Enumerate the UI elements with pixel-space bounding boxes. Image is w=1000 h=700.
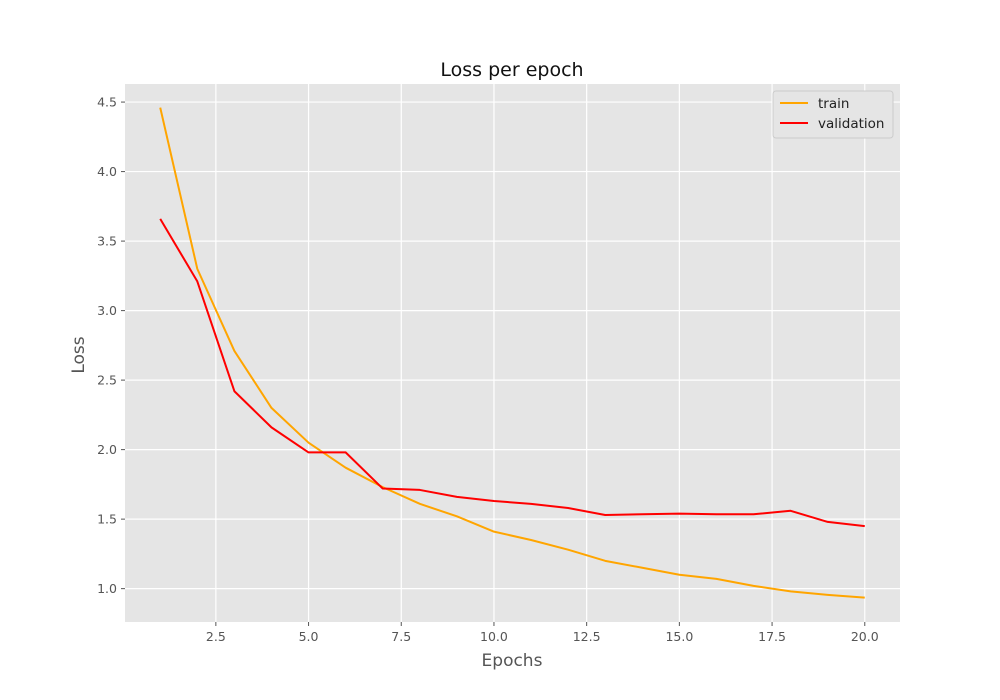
legend-train-label: train <box>818 96 849 112</box>
x-tick-label: 17.5 <box>758 629 786 644</box>
x-axis-ticks: 2.5 5.0 7.5 10.0 12.5 15.0 17.5 20.0 <box>206 622 879 644</box>
series-line-train <box>159 107 865 599</box>
x-tick-label: 7.5 <box>391 629 411 644</box>
legend-validation-label: validation <box>818 116 884 132</box>
x-tick-label: 12.5 <box>573 629 601 644</box>
x-tick-label: 5.0 <box>299 629 319 644</box>
y-tick-label: 4.5 <box>97 95 117 110</box>
x-tick-label: 10.0 <box>480 629 508 644</box>
y-tick-label: 2.0 <box>97 442 117 457</box>
y-tick-label: 3.5 <box>97 234 117 249</box>
y-axis-ticks: 1.0 1.5 2.0 2.5 3.0 3.5 4.0 4.5 <box>97 95 125 596</box>
y-axis-label: Loss <box>69 336 89 373</box>
y-tick-label: 2.5 <box>97 373 117 388</box>
y-tick-label: 1.5 <box>97 512 117 527</box>
y-tick-label: 4.0 <box>97 164 117 179</box>
plot-background <box>125 84 900 622</box>
y-tick-label: 1.0 <box>97 581 117 596</box>
legend: train validation <box>772 90 894 139</box>
chart-title: Loss per epoch <box>440 59 583 81</box>
y-tick-label: 3.0 <box>97 303 117 318</box>
x-tick-label: 2.5 <box>206 629 226 644</box>
series-line-validation <box>159 218 865 528</box>
series-lines <box>159 107 865 599</box>
x-tick-label: 20.0 <box>851 629 879 644</box>
x-axis-label: Epochs <box>482 651 543 671</box>
x-tick-label: 15.0 <box>665 629 693 644</box>
